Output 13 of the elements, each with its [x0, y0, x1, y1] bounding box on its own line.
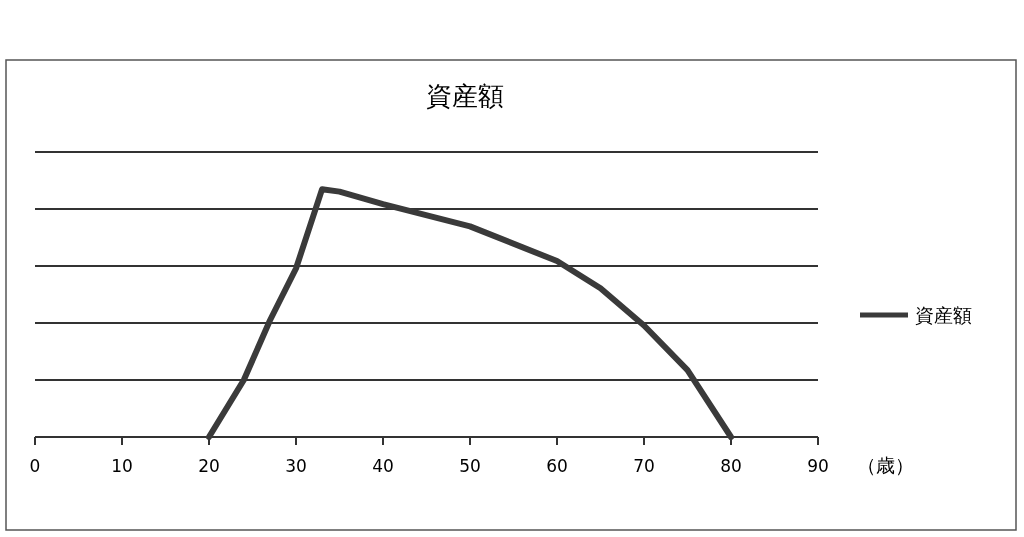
- x-axis-title: （歳）: [856, 454, 914, 476]
- legend-label: 資産額: [915, 304, 972, 326]
- chart-title: 資産額: [426, 81, 504, 111]
- x-tick-label: 0: [29, 456, 41, 476]
- x-tick-label: 50: [459, 456, 481, 476]
- x-tick-label: 80: [720, 456, 742, 476]
- x-tick-label: 30: [285, 456, 307, 476]
- x-tick-label: 70: [633, 456, 655, 476]
- x-tick-label: 40: [372, 456, 394, 476]
- x-tick-label: 10: [111, 456, 133, 476]
- x-tick-label: 60: [546, 456, 568, 476]
- x-tick-label: 20: [198, 456, 220, 476]
- x-tick-label: 90: [807, 456, 829, 476]
